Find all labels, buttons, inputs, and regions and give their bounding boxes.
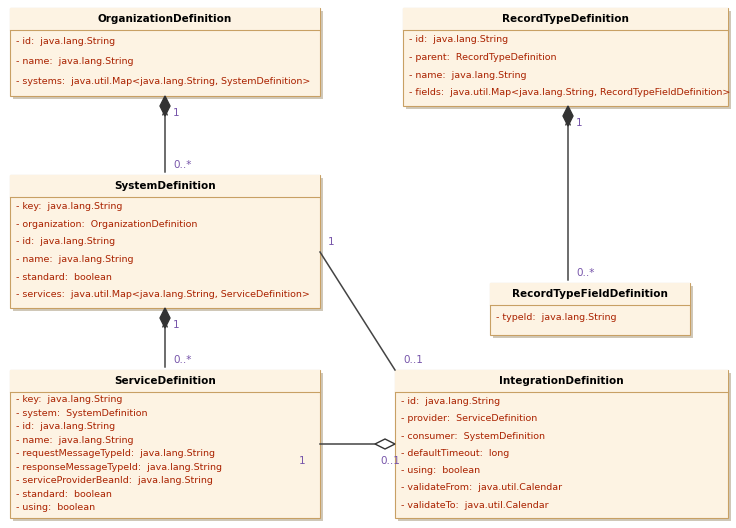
Text: - id:  java.lang.String: - id: java.lang.String: [16, 36, 115, 45]
Bar: [10, 175, 320, 308]
Text: 0..*: 0..*: [173, 355, 191, 365]
Text: - id:  java.lang.String: - id: java.lang.String: [16, 422, 115, 431]
Bar: [406, 11, 731, 109]
Text: - services:  java.util.Map<java.lang.String, ServiceDefinition>: - services: java.util.Map<java.lang.Stri…: [16, 290, 310, 299]
Bar: [395, 370, 728, 518]
Bar: [13, 11, 323, 99]
Bar: [490, 283, 690, 335]
Bar: [10, 370, 320, 518]
Polygon shape: [160, 308, 170, 328]
Bar: [395, 370, 728, 392]
Text: - validateTo:  java.util.Calendar: - validateTo: java.util.Calendar: [401, 501, 548, 510]
Bar: [13, 178, 323, 311]
Text: - validateFrom:  java.util.Calendar: - validateFrom: java.util.Calendar: [401, 483, 562, 492]
Bar: [398, 373, 731, 521]
Text: 0..1: 0..1: [403, 355, 423, 365]
Bar: [10, 8, 320, 30]
Text: - using:  boolean: - using: boolean: [401, 466, 480, 475]
Text: - defaultTimeout:  long: - defaultTimeout: long: [401, 449, 509, 458]
Polygon shape: [563, 106, 573, 126]
Bar: [10, 175, 320, 197]
Bar: [10, 8, 320, 96]
Text: - using:  boolean: - using: boolean: [16, 503, 95, 512]
Text: - key:  java.lang.String: - key: java.lang.String: [16, 202, 122, 211]
Bar: [10, 370, 320, 392]
Text: - consumer:  SystemDefinition: - consumer: SystemDefinition: [401, 431, 545, 440]
Text: - fields:  java.util.Map<java.lang.String, RecordTypeFieldDefinition>: - fields: java.util.Map<java.lang.String…: [409, 88, 730, 97]
Text: - systems:  java.util.Map<java.lang.String, SystemDefinition>: - systems: java.util.Map<java.lang.Strin…: [16, 77, 311, 86]
Text: - name:  java.lang.String: - name: java.lang.String: [16, 56, 133, 65]
Text: 0..*: 0..*: [576, 268, 595, 278]
Text: - id:  java.lang.String: - id: java.lang.String: [16, 238, 115, 247]
Text: 0..*: 0..*: [173, 160, 191, 170]
Text: - requestMessageTypeId:  java.lang.String: - requestMessageTypeId: java.lang.String: [16, 449, 215, 458]
Polygon shape: [375, 439, 395, 449]
Text: - provider:  ServiceDefinition: - provider: ServiceDefinition: [401, 414, 537, 423]
Text: - standard:  boolean: - standard: boolean: [16, 490, 112, 499]
Bar: [403, 8, 728, 30]
Text: - serviceProviderBeanId:  java.lang.String: - serviceProviderBeanId: java.lang.Strin…: [16, 476, 213, 485]
Text: RecordTypeFieldDefinition: RecordTypeFieldDefinition: [512, 289, 668, 299]
Text: - key:  java.lang.String: - key: java.lang.String: [16, 395, 122, 404]
Text: 0..1: 0..1: [380, 456, 400, 466]
Text: 1: 1: [576, 118, 583, 128]
Text: IntegrationDefinition: IntegrationDefinition: [499, 376, 624, 386]
Text: ServiceDefinition: ServiceDefinition: [114, 376, 216, 386]
Text: - name:  java.lang.String: - name: java.lang.String: [16, 436, 133, 445]
Text: - name:  java.lang.String: - name: java.lang.String: [409, 71, 526, 80]
Text: - parent:  RecordTypeDefinition: - parent: RecordTypeDefinition: [409, 53, 556, 62]
Bar: [403, 8, 728, 106]
Text: - organization:  OrganizationDefinition: - organization: OrganizationDefinition: [16, 220, 197, 229]
Bar: [490, 283, 690, 305]
Polygon shape: [160, 96, 170, 116]
Text: 1: 1: [328, 237, 335, 247]
Bar: [13, 373, 323, 521]
Text: OrganizationDefinition: OrganizationDefinition: [98, 14, 232, 24]
Text: SystemDefinition: SystemDefinition: [114, 181, 216, 191]
Text: - name:  java.lang.String: - name: java.lang.String: [16, 255, 133, 264]
Text: RecordTypeDefinition: RecordTypeDefinition: [502, 14, 629, 24]
Text: - responseMessageTypeId:  java.lang.String: - responseMessageTypeId: java.lang.Strin…: [16, 463, 222, 472]
Text: - id:  java.lang.String: - id: java.lang.String: [401, 397, 500, 406]
Text: 1: 1: [173, 320, 180, 330]
Text: - system:  SystemDefinition: - system: SystemDefinition: [16, 409, 147, 418]
Text: - standard:  boolean: - standard: boolean: [16, 272, 112, 281]
Text: 1: 1: [299, 456, 305, 466]
Bar: [493, 286, 693, 338]
Text: - typeId:  java.lang.String: - typeId: java.lang.String: [496, 313, 617, 322]
Text: 1: 1: [173, 108, 180, 118]
Text: - id:  java.lang.String: - id: java.lang.String: [409, 35, 508, 44]
